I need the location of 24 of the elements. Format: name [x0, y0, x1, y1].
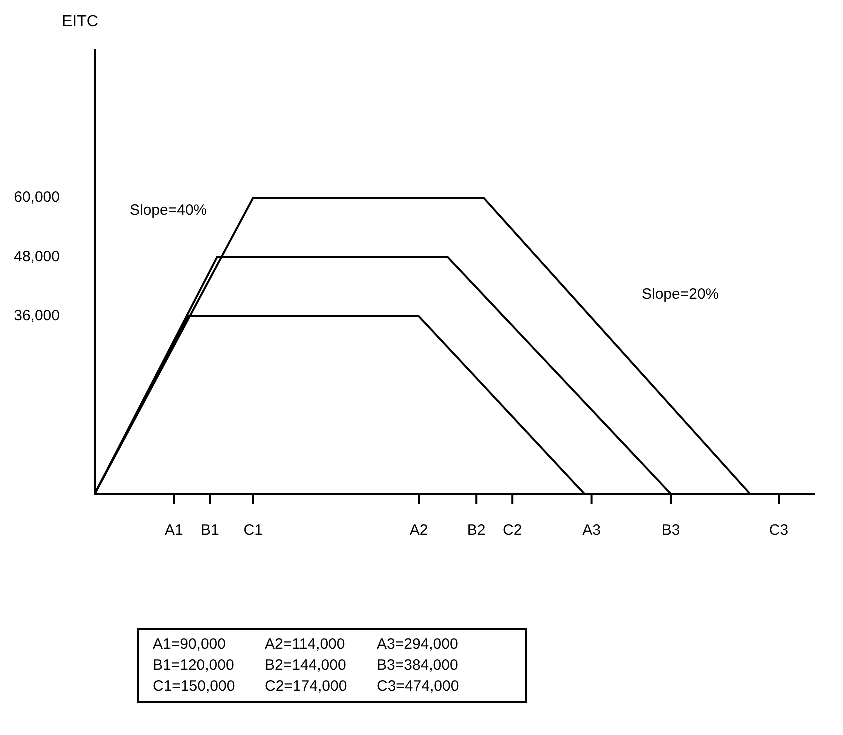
text: C2=174,000 — [265, 678, 348, 695]
y-tick-label: 48,000 — [14, 248, 60, 266]
x-tick-label: A2 — [410, 522, 428, 540]
y-axis-title: EITC — [62, 13, 98, 30]
text: C1=150,000 — [153, 678, 236, 695]
text: B3=384,000 — [377, 657, 460, 674]
x-tick-label: A3 — [582, 522, 601, 540]
text: B2=144,000 — [265, 657, 348, 674]
x-tick-label: C3 — [769, 522, 789, 540]
text: B1=120,000 — [153, 657, 236, 674]
x-tick-label: C1 — [244, 522, 263, 540]
y-tick-label: 36,000 — [14, 308, 60, 325]
annotation: Slope=20% — [642, 286, 720, 303]
text: A3=294,000 — [377, 636, 460, 653]
text: A1=90,000 — [153, 636, 227, 653]
y-tick-label: 60,000 — [14, 189, 60, 206]
annotation: Slope=40% — [130, 202, 208, 219]
x-tick-label: A1 — [165, 522, 184, 540]
x-tick-label: B1 — [201, 522, 220, 540]
x-tick-label: B3 — [662, 522, 680, 540]
x-tick-label: B2 — [467, 522, 486, 540]
text: C3=474,000 — [377, 678, 460, 695]
x-tick-label: C2 — [503, 522, 522, 540]
text: A2=114,000 — [265, 636, 346, 653]
